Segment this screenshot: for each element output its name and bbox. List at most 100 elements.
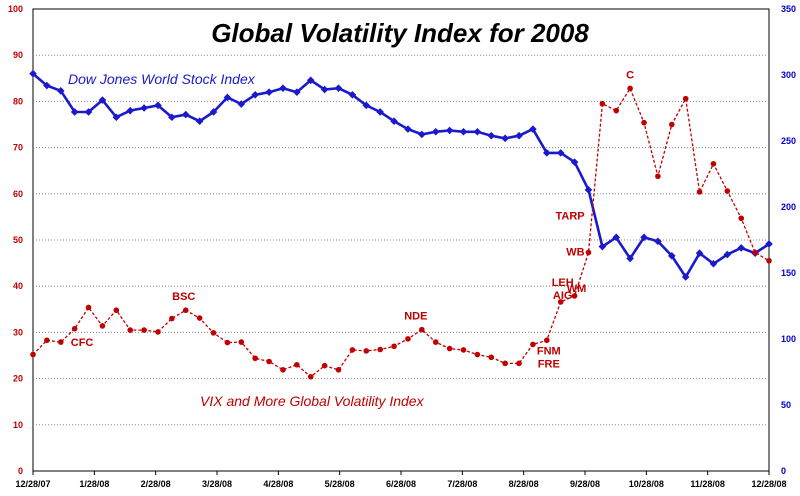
data-point	[431, 127, 440, 136]
data-point	[265, 88, 273, 96]
data-point	[487, 131, 496, 140]
data-point	[556, 149, 565, 157]
data-point	[432, 339, 439, 345]
data-point	[571, 293, 578, 299]
data-point	[363, 348, 370, 354]
right-axis-tick-label: 200	[781, 202, 796, 212]
left-axis-tick-label: 50	[13, 235, 23, 245]
data-point	[515, 131, 523, 140]
annotation-aig: AIG	[553, 290, 573, 302]
x-axis-tick-label: 12/28/08	[751, 479, 786, 489]
data-point	[209, 108, 218, 116]
data-point	[168, 113, 176, 122]
data-point	[682, 95, 689, 102]
data-point	[502, 360, 508, 367]
data-point	[127, 327, 134, 333]
data-point	[169, 315, 175, 322]
data-point	[723, 250, 732, 259]
data-point	[766, 257, 772, 264]
annotation-bsc: BSC	[172, 291, 195, 303]
data-point	[613, 107, 620, 114]
chart-title: Global Volatility Index for 2008	[211, 18, 589, 48]
data-point	[557, 299, 564, 305]
data-point	[737, 244, 746, 252]
data-point	[210, 330, 217, 336]
data-point	[306, 76, 315, 85]
data-point	[681, 273, 690, 281]
data-point	[418, 130, 426, 139]
data-point	[584, 186, 593, 194]
left-axis-tick-label: 60	[13, 189, 23, 199]
data-point	[641, 119, 647, 126]
x-axis-tick-label: 8/28/08	[509, 479, 539, 489]
axis-layer: 0 10 20 30 40 50 60 70 80 90 100 0 50 100 150 200 250 300…	[8, 4, 796, 489]
data-point	[321, 362, 328, 369]
data-point	[446, 345, 453, 352]
data-point	[419, 326, 425, 333]
data-point	[473, 127, 482, 136]
annotation-fnm: FNM	[537, 345, 561, 357]
left-axis-tick-label: 20	[13, 374, 23, 384]
data-point	[460, 347, 467, 353]
data-point	[154, 101, 162, 110]
data-point	[29, 69, 37, 78]
series-label-dow-jones: Dow Jones World Stock Index	[68, 71, 256, 87]
data-point	[57, 339, 64, 345]
data-point	[112, 113, 121, 122]
data-point	[474, 351, 481, 358]
data-point	[320, 85, 329, 94]
x-axis-tick-label: 12/28/07	[15, 479, 50, 489]
right-axis-tick-label: 50	[781, 400, 791, 410]
data-point	[765, 240, 773, 248]
data-point	[724, 188, 731, 194]
data-point	[655, 173, 661, 180]
x-axis-tick-label: 2/28/08	[141, 479, 171, 489]
right-axis-tick-label: 250	[781, 136, 796, 146]
data-point	[141, 327, 147, 333]
data-point	[445, 126, 454, 135]
left-axis-tick-label: 90	[13, 50, 23, 60]
right-axis-tick-label: 300	[781, 70, 796, 80]
data-point	[544, 337, 550, 344]
data-point	[362, 101, 371, 110]
data-point	[140, 104, 148, 112]
data-point	[640, 233, 648, 242]
data-point	[696, 189, 703, 195]
data-point	[335, 367, 342, 373]
data-point	[668, 121, 675, 128]
data-point	[488, 354, 495, 361]
data-point	[238, 339, 245, 345]
data-point	[334, 84, 343, 92]
data-point	[612, 233, 621, 242]
left-axis-tick-label: 100	[8, 4, 23, 14]
data-point	[113, 307, 120, 314]
data-point	[224, 339, 231, 346]
annotation-wm: WM	[567, 283, 587, 295]
data-point	[570, 158, 579, 166]
left-axis-tick-label: 30	[13, 327, 23, 337]
annotation-cfc: CFC	[71, 337, 94, 349]
x-axis-tick-label: 4/28/08	[263, 479, 293, 489]
data-point	[390, 117, 398, 125]
data-point	[405, 336, 411, 342]
left-axis-tick-label: 70	[13, 143, 23, 153]
data-point	[376, 108, 384, 116]
data-point	[695, 249, 704, 257]
data-point	[155, 329, 161, 335]
series-label-vix: VIX and More Global Volatility Index	[200, 393, 425, 409]
annotation-leh: LEH	[552, 277, 574, 289]
left-axis-tick-label: 80	[13, 96, 23, 106]
data-point	[543, 149, 551, 157]
data-point	[98, 96, 107, 104]
data-point	[516, 360, 522, 367]
x-axis-tick-label: 1/28/08	[79, 479, 109, 489]
data-point	[377, 346, 383, 353]
data-point	[126, 106, 135, 115]
data-point	[30, 351, 36, 358]
annotation-tarp: TARP	[555, 210, 584, 222]
data-point	[391, 343, 397, 350]
left-axis-tick-label: 40	[13, 281, 23, 291]
annotation-nde: NDE	[404, 311, 427, 323]
x-axis-tick-label: 9/28/08	[570, 479, 600, 489]
